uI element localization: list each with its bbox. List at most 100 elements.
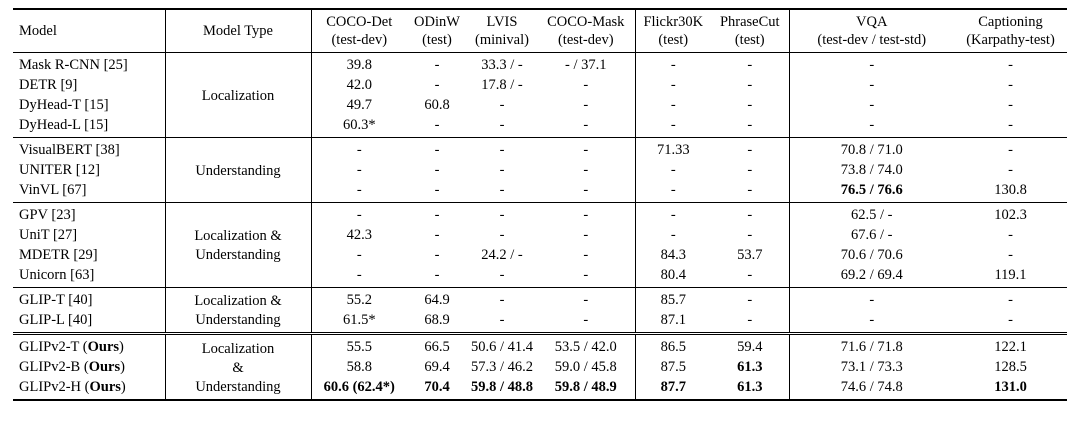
- metric-cell: 55.2: [311, 287, 407, 310]
- metric-cell: -: [670, 97, 676, 113]
- metric-cell: -: [711, 287, 790, 310]
- column-header: COCO-Mask (test-dev): [537, 9, 636, 53]
- model-type-line: Understanding: [195, 162, 281, 179]
- metric-cell: -: [311, 137, 407, 160]
- metric-cell: -: [434, 182, 440, 198]
- metric-cell: -: [537, 115, 636, 138]
- metric-cell: 76.5 / 76.6: [840, 182, 903, 198]
- column-label: Model: [19, 23, 57, 39]
- metric-cell: -: [467, 287, 537, 310]
- metric-cell: -: [635, 52, 711, 75]
- metric-cell: -: [499, 162, 505, 178]
- metric-cell: -: [789, 287, 954, 310]
- column-sublabel: (Karpathy-test): [966, 32, 1055, 48]
- metric-cell: 85.7: [635, 287, 711, 310]
- metric-cell: -: [499, 267, 505, 283]
- metric-cell: 64.9: [407, 287, 467, 310]
- metric-cell: -: [1008, 247, 1013, 263]
- metric-cell: -: [711, 75, 790, 95]
- table-row: VisualBERT [38] Understanding - - - -71.33-70…: [13, 137, 1067, 203]
- metric-cell: -: [356, 182, 362, 198]
- column-sublabel: (test): [658, 32, 689, 48]
- metric-cell: -: [434, 77, 440, 93]
- metric-cell: 131.0: [994, 379, 1027, 395]
- table-row: GLIPv2-B (Ours) 58.8 69.4 57.3 / 46.2 59.0 /…: [13, 357, 1067, 377]
- metric-cell: 59.8 / 48.8: [470, 379, 534, 395]
- model-name: MDETR [29]: [13, 245, 166, 265]
- metric-cell: 53.7: [711, 245, 790, 265]
- model-name: GLIP-T [40]: [13, 287, 166, 310]
- column-label: COCO-Mask: [547, 14, 625, 30]
- model-type-line: Localization: [201, 87, 275, 104]
- model-name: Unicorn [63]: [13, 265, 166, 288]
- table-header: Model Model Type COCO-Det (test-dev) ODinW (t…: [13, 9, 1067, 53]
- metric-cell: -: [537, 75, 636, 95]
- model-type: Localization & Understanding: [165, 202, 312, 288]
- metric-cell: 69.4: [424, 359, 450, 375]
- table-row: GLIP-T [40] Localization & Understanding 55…: [13, 287, 1067, 334]
- model-name: DETR [9]: [13, 75, 166, 95]
- metric-cell: 42.3: [346, 227, 372, 243]
- model-type-line: Localization &: [194, 293, 282, 309]
- model-name: GLIPv2-H (Ours): [13, 377, 166, 400]
- metric-cell: - / 37.1: [537, 52, 636, 75]
- column-sublabel: (test-dev / test-std): [817, 32, 927, 48]
- column-sublabel: (test-dev): [331, 32, 388, 48]
- metric-cell: -: [711, 95, 790, 115]
- results-table: Model Model Type COCO-Det (test-dev) ODinW (t…: [13, 8, 1067, 401]
- metric-cell: -: [711, 310, 790, 334]
- table-row: GPV [23] Localization & Understanding - - - - -…: [13, 202, 1067, 288]
- metric-cell: -: [434, 162, 440, 178]
- metric-cell: -: [537, 287, 636, 310]
- metric-cell: 119.1: [994, 267, 1027, 283]
- metric-cell: 49.7: [346, 97, 372, 113]
- metric-cell: 71.6 / 71.8: [789, 332, 954, 357]
- metric-cell: -: [356, 247, 362, 263]
- metric-cell: 59.0 / 45.8: [537, 357, 636, 377]
- metric-cell: -: [711, 265, 790, 288]
- metric-cell: 60.8: [424, 97, 450, 113]
- model-name: DyHead-T [15]: [13, 95, 166, 115]
- metric-cell: -: [635, 202, 711, 225]
- model-type-line: Localization &: [194, 228, 282, 244]
- metric-cell: -: [467, 202, 537, 225]
- column-header: Model: [13, 9, 166, 53]
- metric-cell: -: [537, 95, 636, 115]
- metric-cell: -: [537, 310, 636, 334]
- metric-cell: 69.2 / 69.4: [840, 267, 903, 283]
- metric-cell: -: [789, 52, 954, 75]
- metric-cell: 87.7: [660, 379, 686, 395]
- column-label: VQA: [856, 14, 888, 30]
- column-sublabel: (minival): [475, 32, 529, 48]
- table-row: UniT [27] 42.3 - - - - - 67.6 / - -: [13, 225, 1067, 245]
- metric-cell: 61.3: [711, 377, 790, 400]
- metric-cell: -: [869, 77, 875, 93]
- metric-cell: -: [434, 267, 440, 283]
- model-name: Mask R-CNN [25]: [13, 52, 166, 75]
- table-row: DETR [9] 42.0-17.8 / ------: [13, 75, 1067, 95]
- metric-cell: 84.3: [660, 247, 686, 263]
- metric-cell: -: [537, 202, 636, 225]
- metric-cell: -: [434, 247, 440, 263]
- metric-cell: -: [434, 117, 440, 133]
- table-row: VinVL [67] - - - - - - 76.5 / 76.6 130.8: [13, 180, 1067, 203]
- metric-cell: -: [1008, 77, 1013, 93]
- metric-cell: 67.6 / -: [851, 227, 893, 243]
- metric-cell: 68.9: [424, 312, 450, 328]
- metric-cell: -: [537, 137, 636, 160]
- metric-cell: -: [499, 97, 505, 113]
- column-header: ODinW (test): [407, 9, 467, 53]
- metric-cell: -: [711, 137, 790, 160]
- metric-cell: 86.5: [635, 332, 711, 357]
- metric-cell: 70.4: [424, 379, 450, 395]
- metric-cell: -: [407, 137, 467, 160]
- metric-cell: 53.5 / 42.0: [537, 332, 636, 357]
- metric-cell: -: [356, 162, 362, 178]
- column-label: COCO-Det: [326, 14, 393, 30]
- metric-cell: -: [356, 267, 362, 283]
- metric-cell: 61.3: [711, 357, 790, 377]
- column-header: Flickr30K (test): [635, 9, 711, 53]
- metric-cell: -: [670, 77, 676, 93]
- metric-cell: 71.33: [635, 137, 711, 160]
- model-type: Localization & Understanding: [165, 332, 312, 400]
